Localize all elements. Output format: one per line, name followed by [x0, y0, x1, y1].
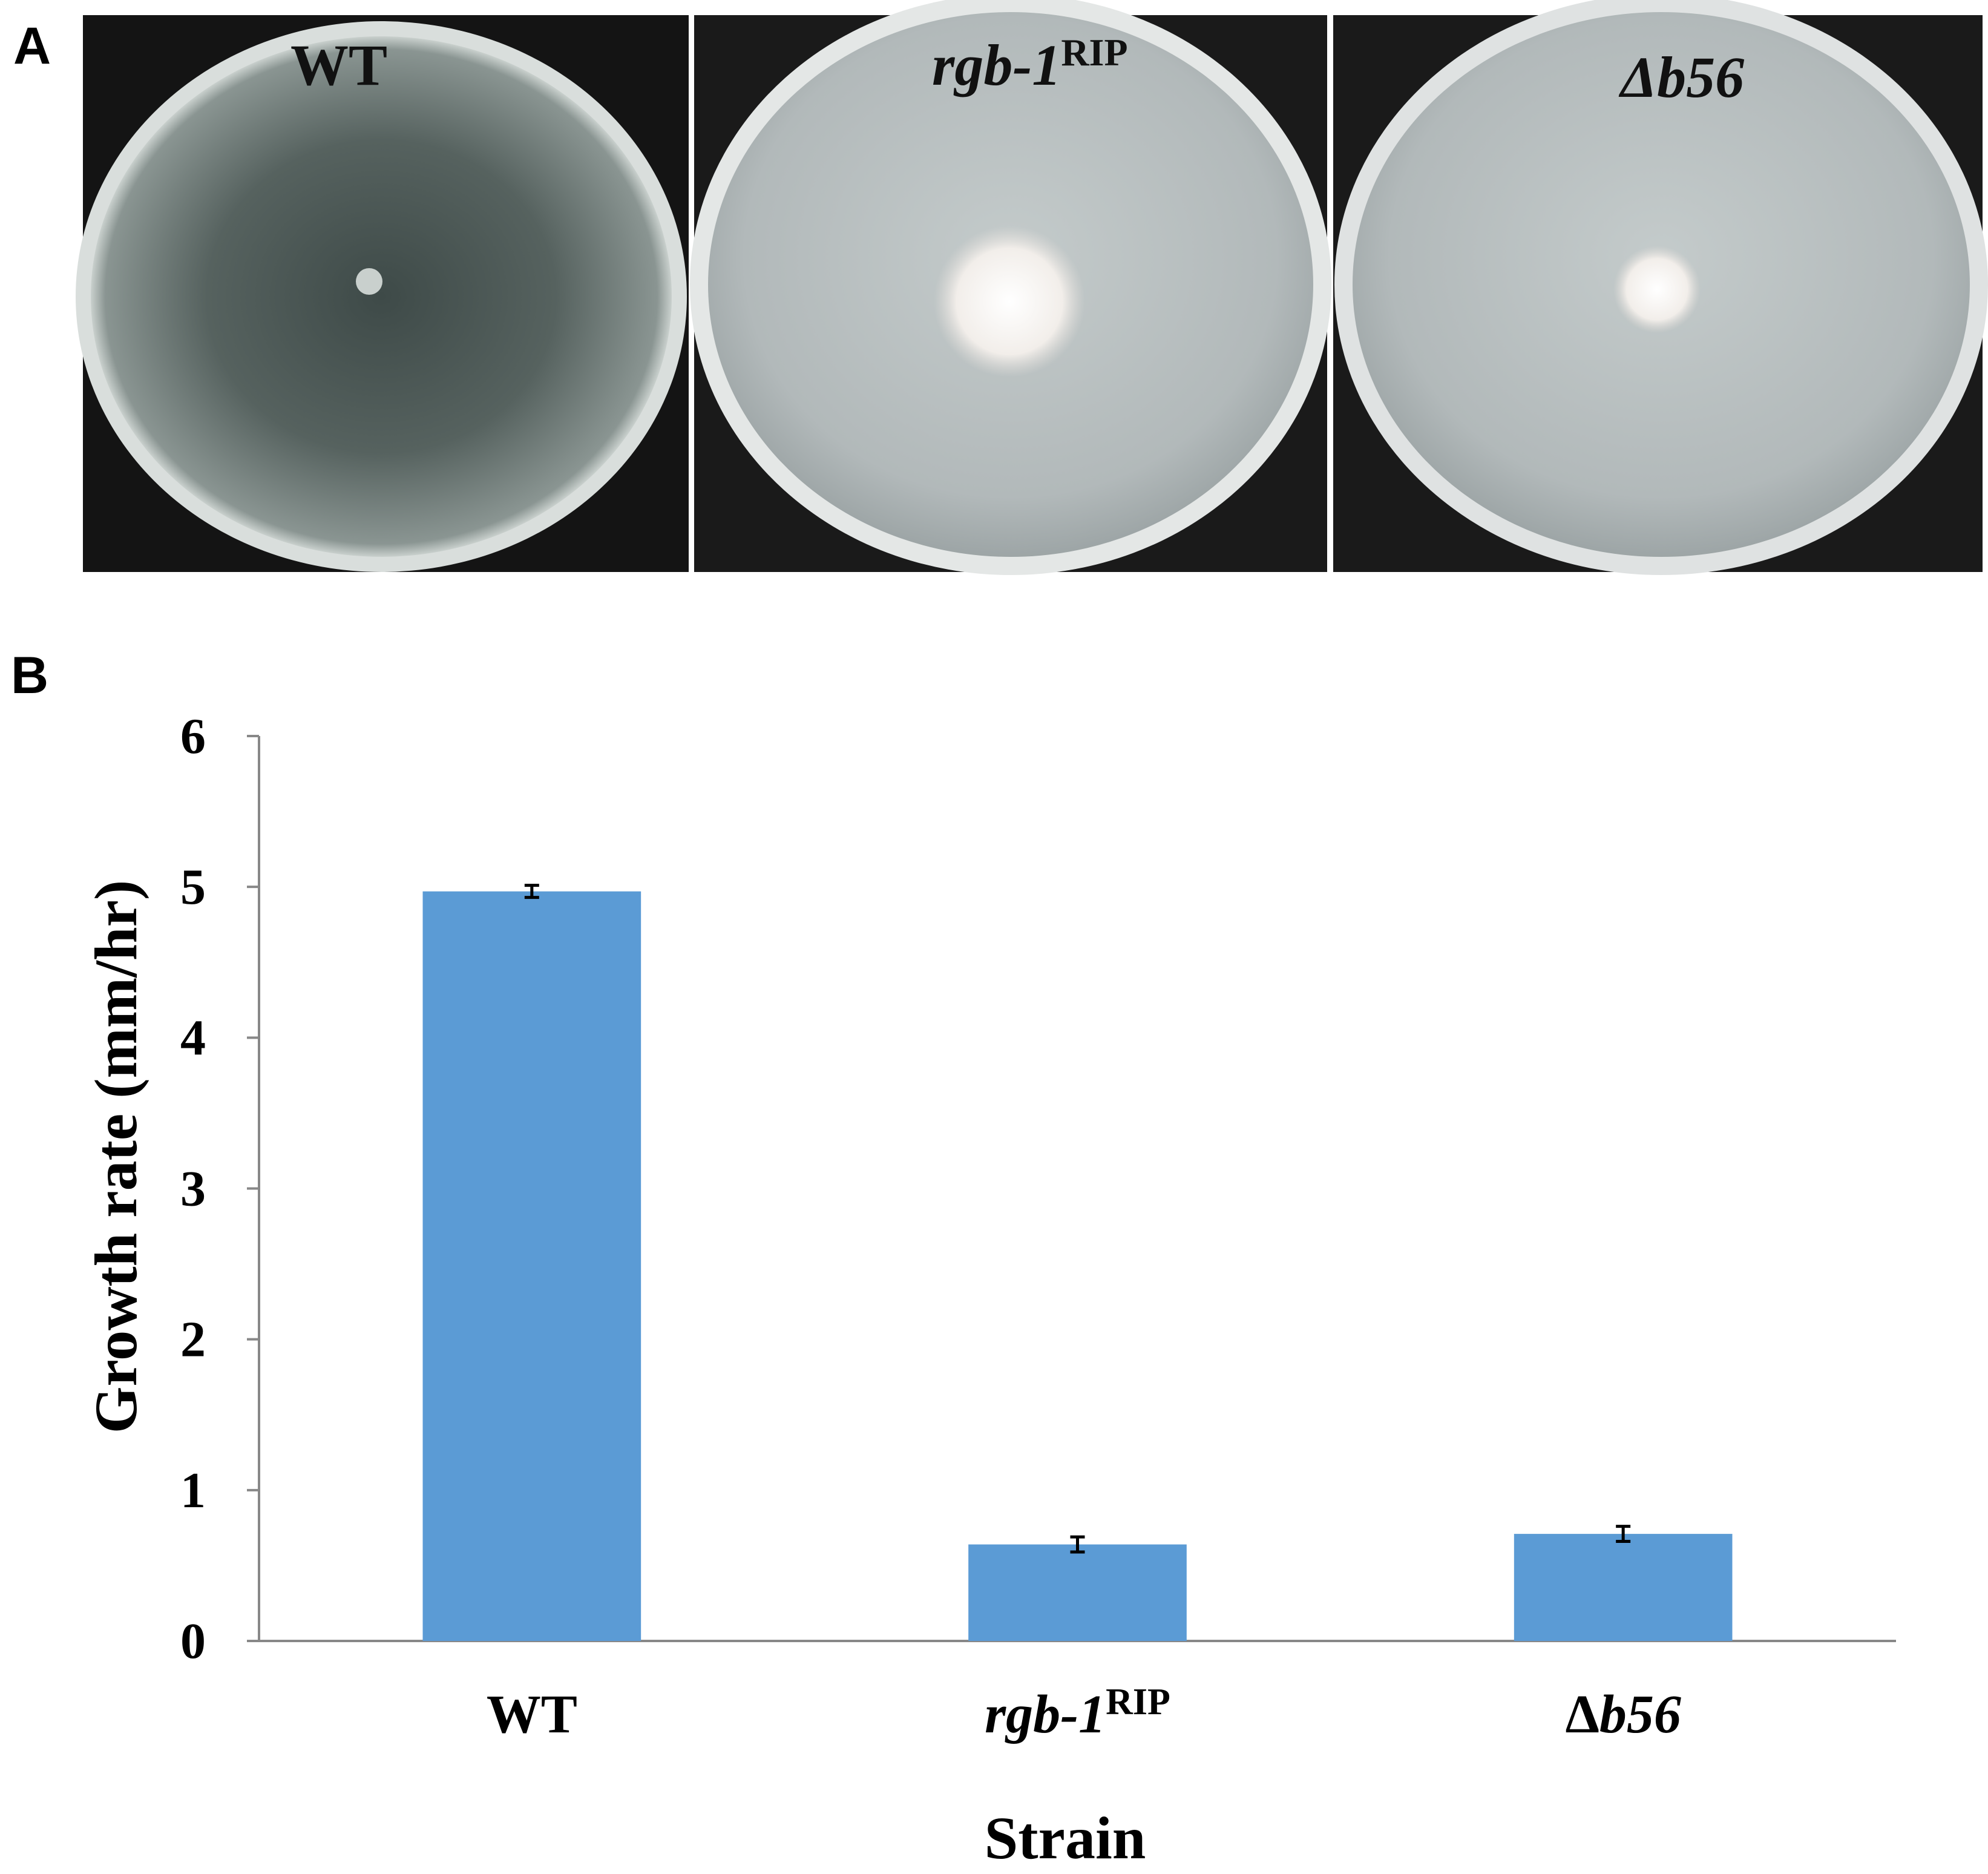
- x-tick-label-main: Δ: [1565, 1685, 1599, 1744]
- plate-wt: WT: [76, 15, 689, 572]
- x-axis-title: Strain: [985, 1804, 1146, 1872]
- x-tick-label-main: WT: [487, 1685, 577, 1744]
- x-tick-label-1: rgb-1RIP: [985, 1682, 1170, 1744]
- plate-wt-mycelium: [91, 36, 672, 557]
- y-tick-label: 2: [180, 1312, 206, 1368]
- x-tick-label-main2: b56: [1599, 1685, 1681, 1744]
- plate-rgb1: rgb-1RIP: [690, 0, 1331, 575]
- panel-b-label: B: [11, 646, 48, 705]
- x-tick-label-main: rgb-1: [985, 1685, 1106, 1744]
- x-tick-label-0: WT: [487, 1685, 577, 1744]
- bar-chart: 0 1 2 3 4 5 6 WT rgb-1RIP Δb56 Strain Growth rat…: [82, 708, 1896, 1872]
- error-bar-2: [1616, 1525, 1631, 1544]
- bar-0: [422, 891, 641, 1641]
- y-axis-title: Growth rate (mm/hr): [82, 880, 149, 1434]
- plate-rgb1-label-main: rgb-1: [932, 33, 1061, 97]
- y-tick-label: 3: [180, 1161, 206, 1217]
- y-tick-label: 4: [180, 1010, 206, 1066]
- plate-wt-label: WT: [290, 33, 387, 97]
- bar-1: [968, 1544, 1187, 1641]
- y-tick-label: 0: [180, 1613, 206, 1669]
- error-bar-0: [524, 884, 539, 899]
- plate-b56-colony: [1613, 246, 1701, 333]
- x-tick-label-sup: RIP: [1106, 1682, 1170, 1723]
- plate-rgb1-colony: [934, 226, 1085, 377]
- x-tick-label-2: Δb56: [1565, 1685, 1681, 1744]
- plate-b56-label: Δb56: [1618, 45, 1744, 110]
- plate-rgb1-label: rgb-1RIP: [932, 31, 1128, 97]
- y-tick-label: 6: [180, 708, 206, 764]
- y-tick-label: 5: [180, 859, 206, 915]
- bar-2: [1514, 1534, 1733, 1641]
- plate-rgb1-label-sup: RIP: [1061, 31, 1127, 74]
- plate-wt-inoculum: [356, 268, 382, 295]
- error-bar-1: [1070, 1535, 1085, 1554]
- y-tick-label: 1: [180, 1462, 206, 1519]
- panel-a-label: A: [13, 17, 51, 75]
- plate-b56: Δb56: [1333, 0, 1988, 575]
